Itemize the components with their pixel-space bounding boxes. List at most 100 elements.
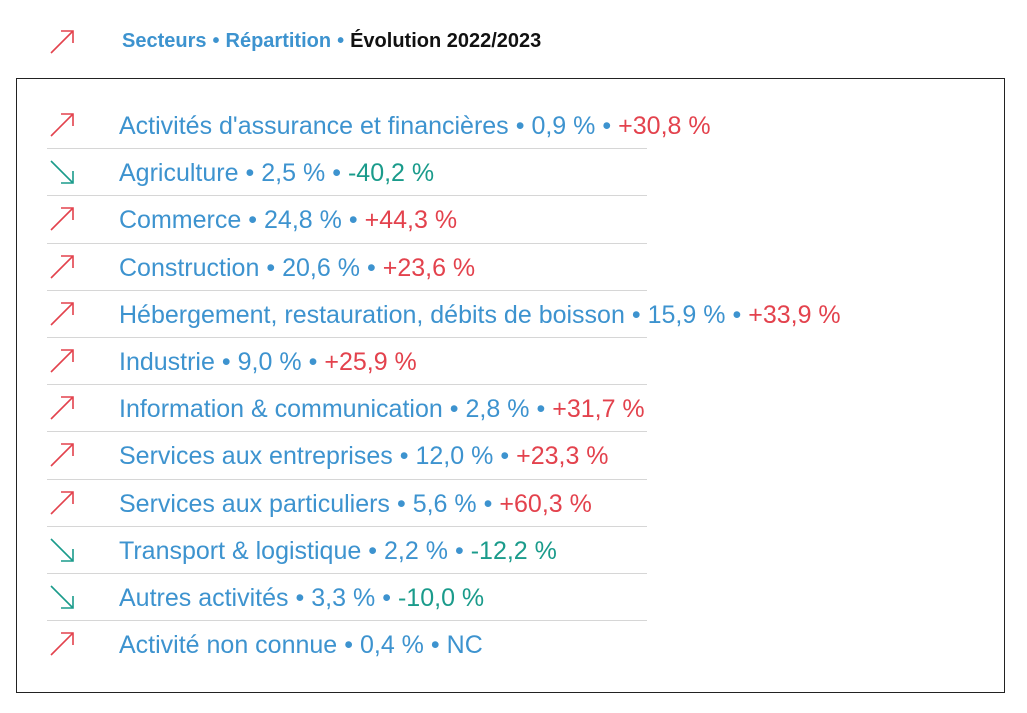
separator-dot: • xyxy=(295,584,305,612)
trend-up-icon xyxy=(50,207,74,231)
sector-row: Services aux entreprises • 12,0 % • +23,3 % xyxy=(47,432,987,479)
sector-name: Transport & logistique xyxy=(119,536,362,565)
sector-change: -12,2 % xyxy=(470,536,557,565)
separator-dot: • xyxy=(245,159,255,188)
separator-dot: • xyxy=(602,112,612,140)
sector-row-text: Commerce • 24,8 % • +44,3 % xyxy=(119,205,457,235)
sector-row-text: Activités d'assurance et financières • 0,9… xyxy=(119,111,711,141)
separator-dot: • xyxy=(732,300,742,329)
separator-dot: • xyxy=(449,395,459,424)
sector-row: Autres activités • 3,3 % • -10,0 % xyxy=(47,574,987,621)
trend-up-icon xyxy=(50,30,74,54)
separator-dot: • xyxy=(631,300,641,329)
separator-dot: • xyxy=(308,348,318,376)
sector-share: 20,6 % xyxy=(282,253,360,282)
sector-change: NC xyxy=(446,631,483,660)
trend-up-icon xyxy=(50,443,74,467)
separator-dot: • xyxy=(266,253,276,282)
sector-name: Services aux entreprises xyxy=(119,442,393,471)
separator-dot: • xyxy=(396,489,406,518)
separator-dot: • xyxy=(430,631,440,660)
row-divider xyxy=(47,384,647,386)
breadcrumb-current: Évolution 2022/2023 xyxy=(350,30,542,52)
sector-share: 2,5 % xyxy=(261,159,326,188)
sector-change: +33,9 % xyxy=(748,300,841,329)
sector-name: Activité non connue xyxy=(119,631,338,660)
sector-share: 12,0 % xyxy=(415,442,494,471)
trend-up-icon xyxy=(50,349,74,373)
row-divider xyxy=(47,431,647,433)
separator-dot: • xyxy=(348,206,358,235)
sector-change: +25,9 % xyxy=(324,348,417,376)
separator-dot: • xyxy=(366,253,376,282)
separator-dot: • xyxy=(500,442,510,471)
row-divider xyxy=(47,289,647,291)
sector-row: Information & communication • 2,8 % • +31,7 … xyxy=(47,385,987,432)
trend-up-icon xyxy=(50,396,74,420)
sector-row: Hébergement, restauration, débits de boi… xyxy=(47,291,987,338)
sector-row-text: Activité non connue • 0,4 % • NC xyxy=(119,630,483,660)
sector-row-text: Industrie • 9,0 % • +25,9 % xyxy=(119,347,417,377)
breadcrumb-separator: • xyxy=(212,30,220,52)
sector-share: 2,8 % xyxy=(465,395,530,424)
separator-dot: • xyxy=(454,536,464,565)
sector-row-text: Autres activités • 3,3 % • -10,0 % xyxy=(119,583,484,613)
row-divider xyxy=(47,195,647,197)
sector-name: Autres activités xyxy=(119,584,289,612)
sector-share: 9,0 % xyxy=(237,348,302,376)
sector-share: 24,8 % xyxy=(264,206,342,235)
separator-dot: • xyxy=(536,395,546,424)
sector-change: -10,0 % xyxy=(397,584,485,612)
sector-name: Industrie xyxy=(119,348,215,376)
sector-row: Activités d'assurance et financières • 0,9… xyxy=(47,102,987,149)
breadcrumb-secteurs[interactable]: Secteurs xyxy=(122,30,207,52)
sector-share: 0,9 % xyxy=(531,112,596,140)
trend-up-icon xyxy=(50,632,74,656)
sector-row-text: Agriculture • 2,5 % • -40,2 % xyxy=(119,158,434,188)
sector-row: Services aux particuliers • 5,6 % • +60,3 % xyxy=(47,480,987,527)
sector-row-text: Services aux particuliers • 5,6 % • +60,3 % xyxy=(119,489,592,519)
sector-row: Construction • 20,6 % • +23,6 % xyxy=(47,244,987,291)
row-divider xyxy=(47,573,647,574)
header: Secteurs • Répartition • Évolution 2022/2023 xyxy=(0,0,1027,80)
row-divider xyxy=(47,620,647,622)
row-divider xyxy=(47,478,647,480)
sector-row: Activité non connue • 0,4 % • NC xyxy=(47,621,987,668)
trend-up-icon xyxy=(50,490,74,515)
separator-dot: • xyxy=(368,536,378,565)
sector-row-text: Construction • 20,6 % • +23,6 % xyxy=(119,253,475,283)
sector-name: Hébergement, restauration, débits de boi… xyxy=(119,300,625,329)
sector-change: +44,3 % xyxy=(364,206,458,235)
breadcrumb: Secteurs • Répartition • Évolution 2022/2023 xyxy=(122,30,541,53)
sector-row: Commerce • 24,8 % • +44,3 % xyxy=(47,196,987,243)
sector-change: +60,3 % xyxy=(499,489,592,518)
trend-up-icon xyxy=(50,301,74,326)
sector-share: 0,4 % xyxy=(359,631,424,660)
sector-row-text: Information & communication • 2,8 % • +31,7 … xyxy=(119,394,645,424)
sector-change: +30,8 % xyxy=(618,112,711,140)
sector-row: Industrie • 9,0 % • +25,9 % xyxy=(47,338,987,385)
separator-dot: • xyxy=(399,442,409,471)
sector-share: 15,9 % xyxy=(647,300,726,329)
trend-down-icon xyxy=(50,585,74,609)
sector-change: +31,7 % xyxy=(552,395,645,424)
sector-name: Services aux particuliers xyxy=(119,489,390,518)
sector-share: 2,2 % xyxy=(384,536,448,565)
sector-change: -40,2 % xyxy=(347,159,435,188)
row-divider xyxy=(47,337,647,338)
separator-dot: • xyxy=(483,489,493,518)
row-divider xyxy=(47,148,647,150)
sector-row-text: Transport & logistique • 2,2 % • -12,2 % xyxy=(119,536,557,566)
trend-down-icon xyxy=(50,160,74,184)
sector-row: Agriculture • 2,5 % • -40,2 % xyxy=(47,149,987,196)
sector-name: Agriculture xyxy=(119,159,239,188)
breadcrumb-separator: • xyxy=(337,30,345,52)
row-divider xyxy=(47,525,647,527)
breadcrumb-repartition[interactable]: Répartition xyxy=(225,30,332,52)
sector-name: Commerce xyxy=(119,206,242,235)
sector-list-panel: Activités d'assurance et financières • 0,9… xyxy=(16,78,1005,693)
sector-name: Construction xyxy=(119,253,260,282)
trend-up-icon xyxy=(50,113,74,137)
separator-dot: • xyxy=(344,631,353,660)
sector-change: +23,6 % xyxy=(382,253,476,282)
